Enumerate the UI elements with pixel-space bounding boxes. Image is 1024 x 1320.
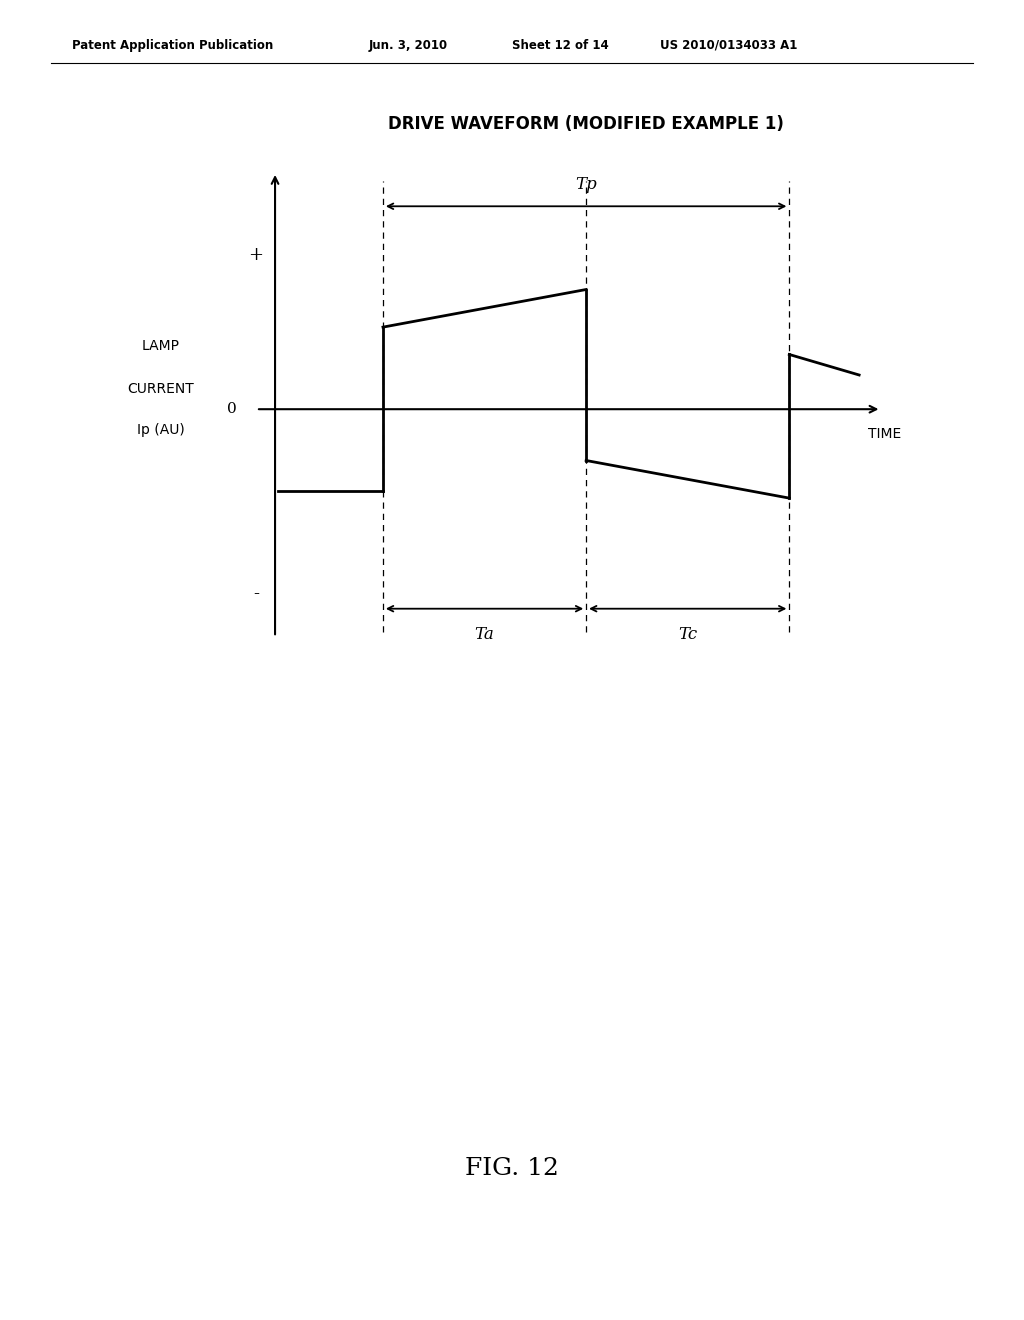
Text: Tp: Tp <box>575 176 597 193</box>
Text: DRIVE WAVEFORM (MODIFIED EXAMPLE 1): DRIVE WAVEFORM (MODIFIED EXAMPLE 1) <box>388 115 784 133</box>
Text: Sheet 12 of 14: Sheet 12 of 14 <box>512 38 608 51</box>
Text: 0: 0 <box>227 403 237 416</box>
Text: +: + <box>249 247 263 264</box>
Text: Ta: Ta <box>475 626 495 643</box>
Text: -: - <box>253 585 259 603</box>
Text: Jun. 3, 2010: Jun. 3, 2010 <box>369 38 447 51</box>
Text: CURRENT: CURRENT <box>127 381 195 396</box>
Text: Tc: Tc <box>678 626 697 643</box>
Text: LAMP: LAMP <box>141 339 180 354</box>
Text: US 2010/0134033 A1: US 2010/0134033 A1 <box>660 38 798 51</box>
Text: FIG. 12: FIG. 12 <box>465 1156 559 1180</box>
Text: Ip (AU): Ip (AU) <box>137 422 184 437</box>
Text: TIME: TIME <box>868 428 901 441</box>
Text: Patent Application Publication: Patent Application Publication <box>72 38 273 51</box>
